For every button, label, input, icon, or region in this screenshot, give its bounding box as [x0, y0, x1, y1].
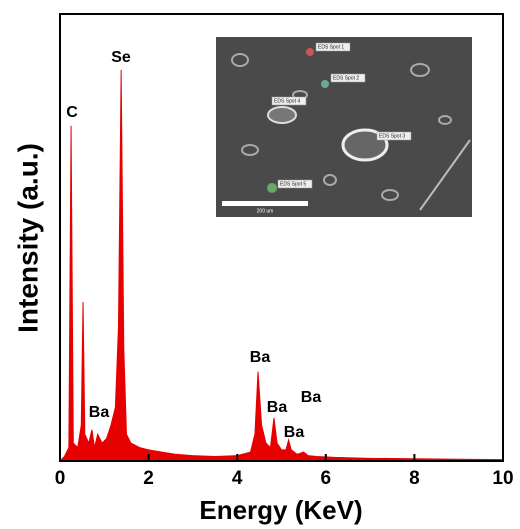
x-tick-label: 8 — [409, 468, 420, 489]
spot-tag: EDS Spot 1 — [318, 44, 344, 50]
inset-background — [216, 37, 472, 217]
x-tick-label: 2 — [143, 468, 154, 489]
particle — [267, 106, 297, 124]
peak-label: Ba — [267, 399, 288, 416]
spot-tag: EDS Spot 2 — [333, 75, 359, 81]
x-tick-label: 6 — [321, 468, 332, 489]
spectrum-area — [58, 69, 504, 462]
inset-image: 200 um — [216, 37, 472, 217]
plot-frame — [59, 13, 504, 462]
peak-label: Ba — [250, 349, 271, 366]
spot-tag-box — [376, 131, 412, 141]
peak-label: Ba — [301, 389, 322, 406]
spot-tag-box — [315, 42, 351, 52]
y-axis-label: Intensity (a.u.) — [12, 143, 43, 333]
blob — [381, 189, 399, 201]
spot-tag-box — [330, 73, 366, 83]
x-tick-label: 10 — [492, 468, 513, 489]
blob — [410, 63, 430, 77]
x-tick-label: 4 — [232, 468, 243, 489]
particle — [341, 128, 389, 162]
blob — [438, 115, 452, 125]
edge — [419, 139, 471, 211]
x-axis-label: Energy (KeV) — [199, 495, 362, 525]
peak-label: Ba — [284, 424, 305, 441]
spot-tag-box — [271, 96, 307, 106]
blob — [231, 53, 249, 67]
spot — [306, 48, 314, 56]
spot-tag-box — [277, 179, 313, 189]
blob — [241, 144, 259, 156]
peak-label: Ba — [89, 404, 110, 421]
peak-label: C — [66, 104, 78, 121]
spot — [321, 80, 329, 88]
spot — [267, 183, 277, 193]
spot-tag: EDS Spot 5 — [280, 181, 306, 187]
scale-bar — [222, 201, 308, 206]
blob — [323, 174, 337, 186]
spot-tag: EDS Spot 4 — [274, 98, 300, 104]
spot-tag: EDS Spot 3 — [379, 133, 405, 139]
x-tick-label: 0 — [55, 468, 66, 489]
peak-label: Se — [111, 49, 131, 66]
scale-bar-label: 200 um — [257, 208, 274, 214]
